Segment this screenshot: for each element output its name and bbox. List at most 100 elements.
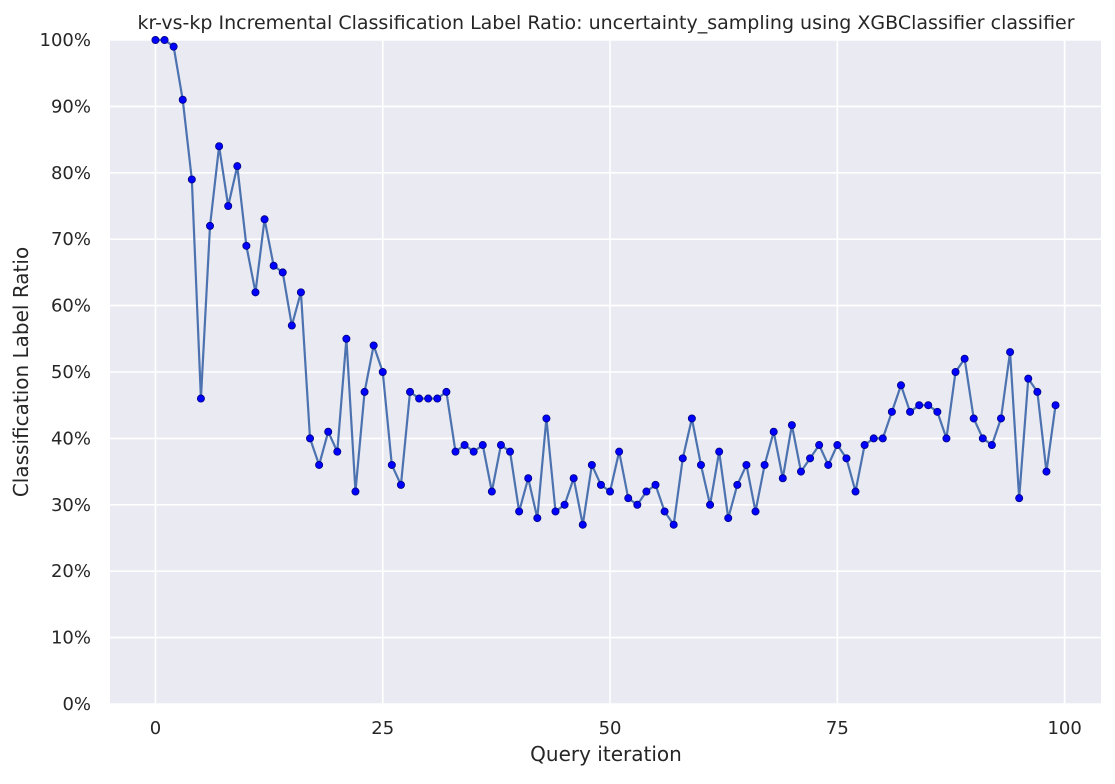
data-point bbox=[642, 487, 651, 496]
data-point bbox=[942, 434, 951, 443]
data-point bbox=[287, 321, 296, 330]
data-point bbox=[606, 487, 615, 496]
data-point bbox=[278, 268, 287, 277]
y-axis-ticks: 0% 10% 20% 30% 40% 50% 60% 70% 80% 90% 100% bbox=[40, 30, 91, 715]
data-point bbox=[460, 441, 469, 450]
data-point bbox=[396, 480, 405, 489]
data-point bbox=[687, 414, 696, 423]
x-axis-title: Query iteration bbox=[530, 742, 682, 766]
data-point bbox=[878, 434, 887, 443]
data-point bbox=[206, 221, 215, 230]
data-point bbox=[824, 460, 833, 469]
data-point bbox=[678, 454, 687, 463]
data-point bbox=[778, 474, 787, 483]
data-point bbox=[933, 407, 942, 416]
data-point bbox=[796, 467, 805, 476]
data-point bbox=[924, 401, 933, 410]
data-point bbox=[160, 36, 169, 45]
data-point bbox=[615, 447, 624, 456]
data-point bbox=[424, 394, 433, 403]
x-tick-label: 50 bbox=[599, 718, 622, 739]
data-point bbox=[915, 401, 924, 410]
data-point bbox=[842, 454, 851, 463]
data-point bbox=[733, 480, 742, 489]
data-point bbox=[187, 175, 196, 184]
y-tick-label: 60% bbox=[51, 296, 91, 317]
data-point bbox=[1024, 374, 1033, 383]
data-point bbox=[269, 261, 278, 270]
data-point bbox=[833, 441, 842, 450]
data-point bbox=[251, 288, 260, 297]
data-point bbox=[1042, 467, 1051, 476]
data-point bbox=[715, 447, 724, 456]
data-point bbox=[524, 474, 533, 483]
data-point bbox=[306, 434, 315, 443]
data-point bbox=[896, 381, 905, 390]
data-point bbox=[169, 42, 178, 51]
data-point bbox=[787, 421, 796, 430]
data-point bbox=[496, 441, 505, 450]
chart-title: kr-vs-kp Incremental Classification Labe… bbox=[137, 12, 1074, 34]
x-axis-ticks: 0 25 50 75 100 bbox=[150, 718, 1082, 739]
data-point bbox=[1033, 387, 1042, 396]
data-point bbox=[806, 454, 815, 463]
data-point bbox=[560, 500, 569, 509]
data-point bbox=[633, 500, 642, 509]
data-point bbox=[869, 434, 878, 443]
data-point bbox=[515, 507, 524, 516]
data-point bbox=[906, 407, 915, 416]
data-point bbox=[551, 507, 560, 516]
x-tick-label: 100 bbox=[1047, 718, 1081, 739]
data-point bbox=[315, 460, 324, 469]
y-tick-label: 20% bbox=[51, 561, 91, 582]
y-tick-label: 80% bbox=[51, 163, 91, 184]
y-tick-label: 90% bbox=[51, 96, 91, 117]
y-tick-label: 0% bbox=[62, 694, 91, 715]
x-tick-label: 0 bbox=[150, 718, 161, 739]
data-point bbox=[369, 341, 378, 350]
data-point bbox=[333, 447, 342, 456]
y-tick-label: 70% bbox=[51, 229, 91, 250]
data-point bbox=[442, 387, 451, 396]
data-point bbox=[815, 441, 824, 450]
y-tick-label: 50% bbox=[51, 362, 91, 383]
data-point bbox=[151, 36, 160, 45]
data-point bbox=[260, 215, 269, 224]
data-point bbox=[469, 447, 478, 456]
data-point bbox=[533, 514, 542, 523]
data-point bbox=[569, 474, 578, 483]
series-line bbox=[155, 38, 1057, 528]
data-point bbox=[178, 95, 187, 104]
data-point bbox=[506, 447, 515, 456]
data-point bbox=[987, 441, 996, 450]
y-tick-label: 100% bbox=[40, 30, 91, 51]
data-point bbox=[978, 434, 987, 443]
data-point bbox=[1051, 401, 1060, 410]
y-tick-label: 30% bbox=[51, 495, 91, 516]
data-point bbox=[996, 414, 1005, 423]
data-point bbox=[324, 427, 333, 436]
data-point bbox=[578, 520, 587, 529]
data-point bbox=[224, 201, 233, 210]
data-point bbox=[751, 507, 760, 516]
data-point bbox=[387, 460, 396, 469]
x-tick-label: 75 bbox=[826, 718, 849, 739]
data-point bbox=[406, 387, 415, 396]
data-point bbox=[960, 354, 969, 363]
data-point bbox=[660, 507, 669, 516]
series-markers bbox=[151, 36, 1060, 529]
data-point bbox=[651, 480, 660, 489]
data-point bbox=[296, 288, 305, 297]
data-point bbox=[851, 487, 860, 496]
data-point bbox=[669, 520, 678, 529]
data-point bbox=[487, 487, 496, 496]
data-point bbox=[624, 494, 633, 503]
data-point bbox=[760, 460, 769, 469]
data-point bbox=[860, 441, 869, 450]
x-tick-label: 25 bbox=[371, 718, 394, 739]
data-point bbox=[415, 394, 424, 403]
y-tick-label: 40% bbox=[51, 428, 91, 449]
data-point bbox=[887, 407, 896, 416]
